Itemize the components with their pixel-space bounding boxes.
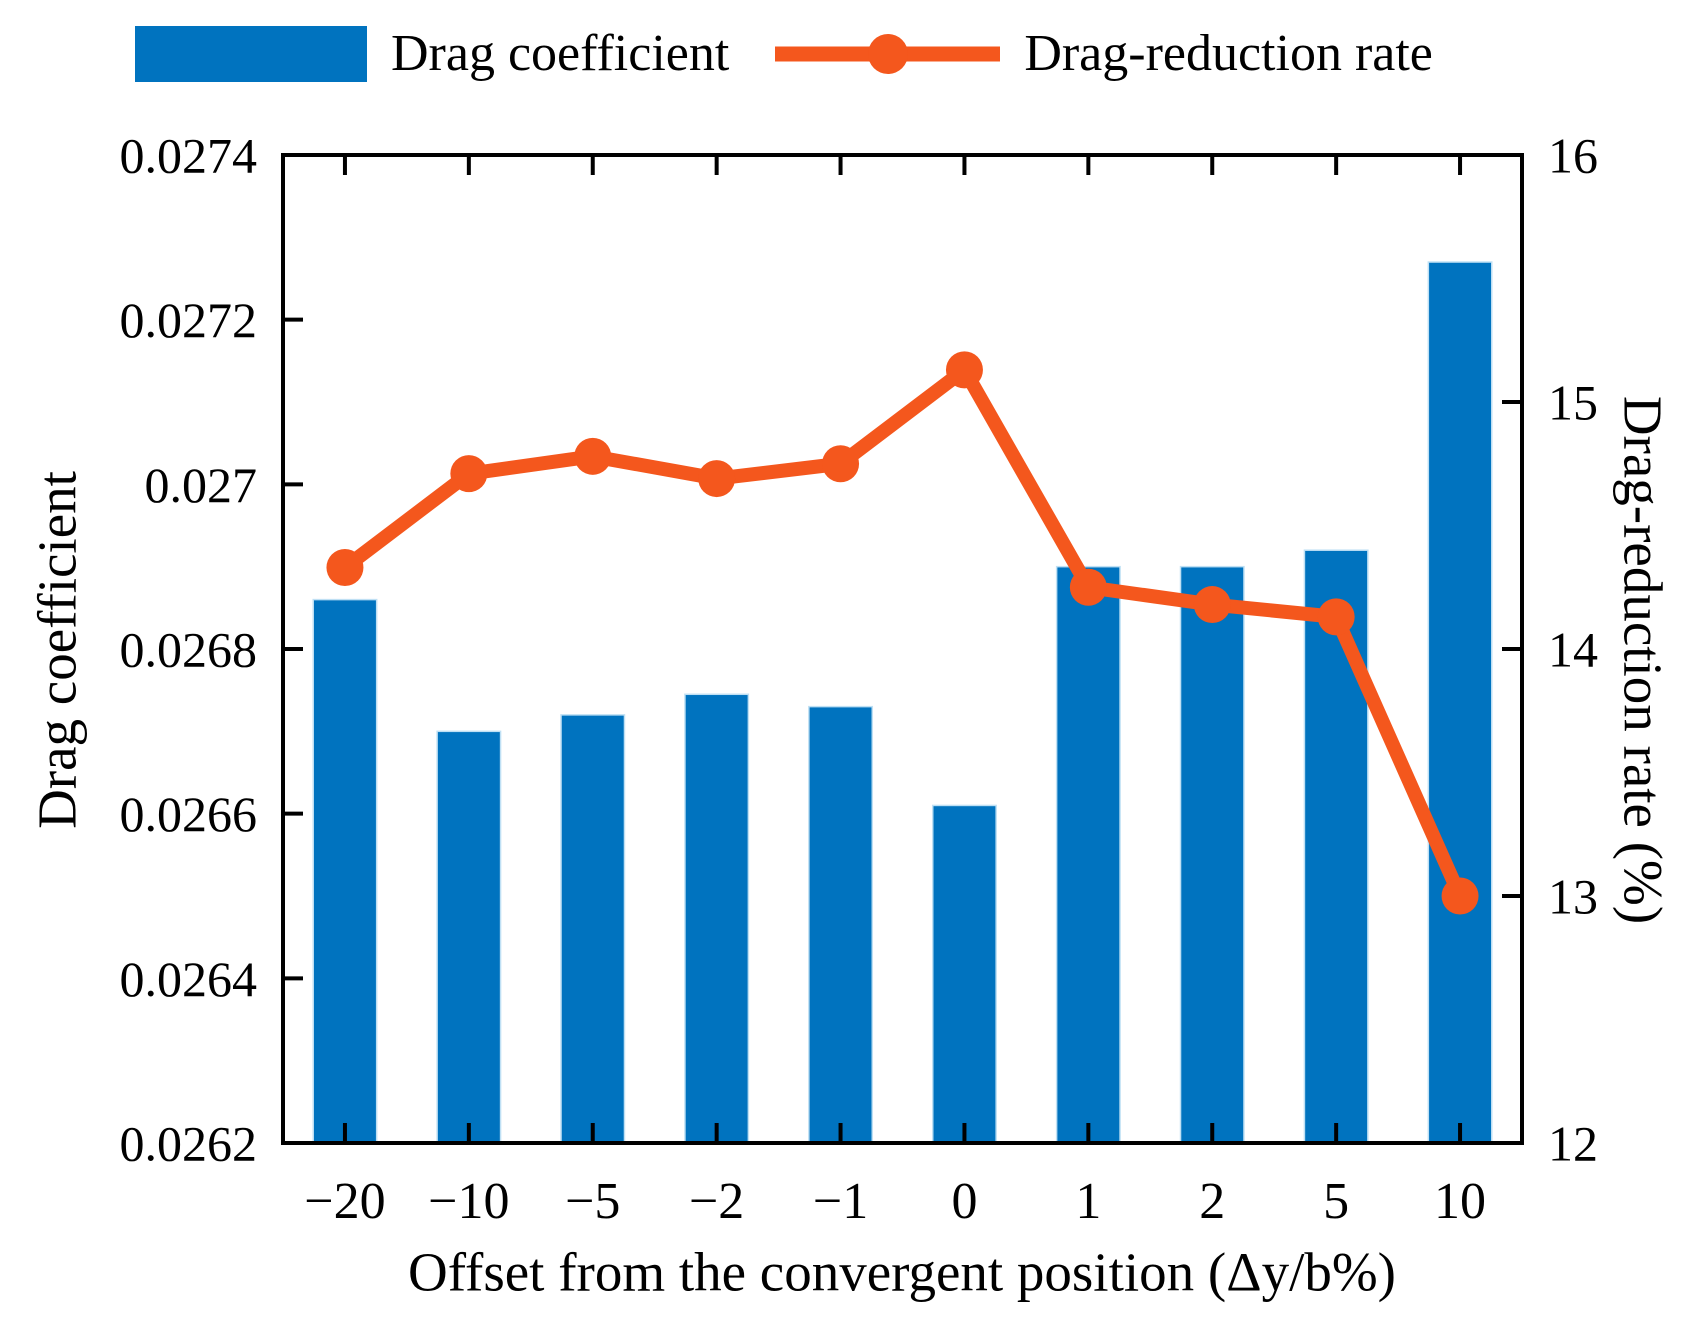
legend-item-drag-reduction-rate: Drag-reduction rate — [775, 26, 1433, 82]
line-marker-5 — [1317, 598, 1355, 636]
left-axis-title: Drag coefficient — [26, 471, 88, 829]
bar-1 — [1055, 565, 1121, 1144]
tick-label: 0.027 — [145, 457, 258, 513]
line-marker-−5 — [574, 437, 612, 475]
tick-label: 1 — [1075, 1173, 1101, 1230]
tick-label: 0.0264 — [120, 951, 258, 1007]
line-marker-−20 — [326, 548, 364, 586]
line-marker-−1 — [822, 445, 860, 483]
bar-5 — [1303, 549, 1369, 1144]
bar-2 — [1179, 565, 1245, 1144]
line-marker-10 — [1441, 877, 1479, 915]
bar-−5 — [560, 714, 626, 1144]
legend-item-drag-coefficient: Drag coefficient — [135, 26, 729, 82]
tick-label: 12 — [1548, 1116, 1598, 1172]
tick-label: 0.0268 — [120, 622, 258, 678]
tick-label: −5 — [565, 1173, 620, 1230]
tick-label: 5 — [1323, 1173, 1349, 1230]
tick-label: 0.0274 — [120, 128, 258, 184]
tick-label: 0.0266 — [120, 786, 258, 842]
tick-label: 0.0272 — [120, 292, 258, 348]
legend-line-swatch-icon — [775, 26, 1001, 82]
legend-bar-swatch-icon — [135, 26, 367, 82]
legend-marker-dot-icon — [867, 34, 908, 74]
tick-label: 0.0262 — [120, 1116, 258, 1172]
line-marker-2 — [1193, 586, 1231, 624]
legend: Drag coefficient Drag-reduction rate — [135, 26, 1433, 82]
tick-label: 2 — [1199, 1173, 1225, 1230]
line-marker-1 — [1069, 568, 1107, 606]
tick-label: 10 — [1434, 1173, 1486, 1230]
tick-label: 0 — [951, 1173, 977, 1230]
bar-−2 — [684, 693, 750, 1144]
line-marker-−10 — [450, 455, 488, 493]
line-marker-−2 — [698, 460, 736, 498]
tick-label: −1 — [813, 1173, 868, 1230]
tick-label: 14 — [1548, 622, 1598, 678]
bar-10 — [1427, 261, 1493, 1144]
x-axis-title: Offset from the convergent position (Δy/… — [408, 1241, 1396, 1303]
line-marker-0 — [945, 351, 983, 389]
tick-label: −2 — [689, 1173, 744, 1230]
bar-−10 — [436, 730, 502, 1144]
tick-label: −10 — [428, 1173, 509, 1230]
tick-label: 13 — [1548, 869, 1598, 925]
tick-label: 15 — [1548, 375, 1598, 431]
legend-label-drag-coefficient: Drag coefficient — [391, 25, 730, 82]
bar-−1 — [808, 705, 874, 1144]
tick-label: 16 — [1548, 128, 1598, 184]
drag-reduction-line — [337, 362, 1468, 903]
bar-−20 — [312, 598, 378, 1144]
right-axis-title: Drag-reduction rate (%) — [1612, 395, 1674, 925]
bar-0 — [931, 804, 997, 1144]
legend-label-drag-reduction-rate: Drag-reduction rate — [1024, 25, 1433, 82]
tick-label: −20 — [304, 1173, 385, 1230]
